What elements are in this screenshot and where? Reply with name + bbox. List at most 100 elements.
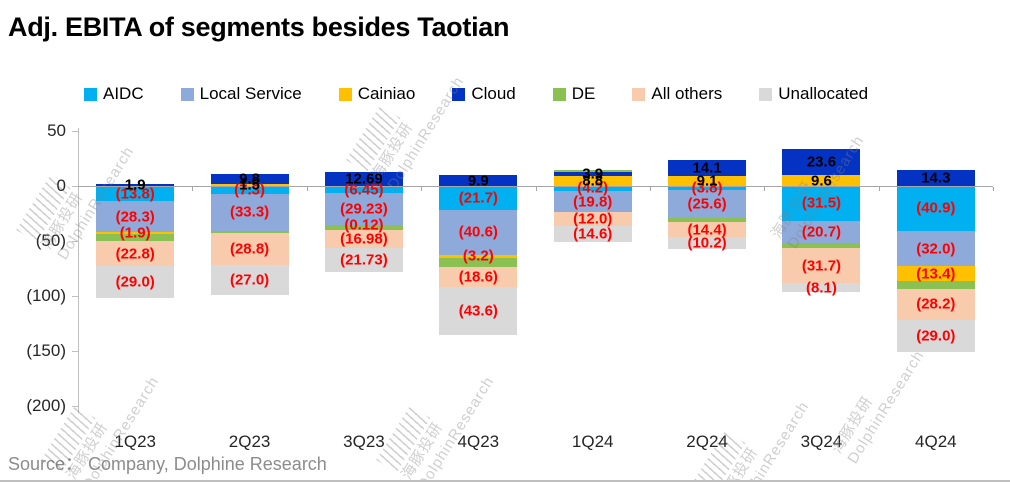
bar-segment — [96, 183, 175, 186]
bar-segment — [439, 209, 518, 255]
category-tick — [421, 187, 423, 191]
data-label: 14.1 — [692, 159, 722, 177]
y-axis-tick — [72, 406, 78, 407]
data-label: (8.1) — [806, 279, 837, 297]
legend-item-all-others: All others — [632, 84, 722, 104]
y-axis-label: (50) — [35, 231, 66, 250]
bar-segment — [439, 287, 518, 336]
bar-segment — [553, 225, 632, 242]
data-label: (40.6) — [458, 223, 498, 241]
data-label: (33.3) — [229, 203, 270, 221]
data-label: (13.8) — [115, 185, 155, 203]
data-label: (29.0) — [115, 273, 155, 291]
bar-segment — [96, 241, 175, 267]
legend-item-cloud: Cloud — [452, 84, 516, 104]
bar-segment — [96, 232, 175, 235]
legend-color-swatch — [84, 87, 97, 101]
data-label: (31.7) — [801, 257, 842, 275]
bar-segment — [553, 170, 632, 173]
source-note: Source： Company, Dolphine Research — [8, 454, 327, 474]
x-axis-label: 2Q23 — [228, 432, 271, 451]
bar-segment — [553, 176, 632, 186]
data-label: 9.6 — [811, 172, 832, 190]
legend-label: Cloud — [471, 84, 516, 103]
legend-color-swatch — [759, 87, 773, 101]
bar-segment — [210, 184, 289, 186]
data-label: (43.6) — [458, 302, 498, 320]
y-axis-label: (100) — [26, 286, 66, 305]
data-label: (10.2) — [687, 234, 727, 252]
bar-segment — [668, 186, 747, 191]
x-axis-label: 1Q24 — [571, 432, 614, 451]
data-label: 23.6 — [806, 153, 837, 171]
legend-item-de: DE — [552, 84, 595, 104]
bar-segment — [668, 237, 747, 249]
category-tick — [878, 187, 880, 191]
y-axis-label: (200) — [26, 396, 66, 415]
x-axis-label: 3Q23 — [343, 432, 385, 451]
bar-segment — [210, 173, 289, 185]
data-label: (19.8) — [573, 193, 613, 210]
data-label: 1.9 — [124, 176, 146, 194]
legend-label: Cainiao — [357, 84, 416, 103]
data-label: (7.3) — [234, 181, 265, 199]
bar-segment — [439, 258, 518, 267]
legend-color-swatch — [552, 87, 566, 101]
bar-segment — [324, 172, 403, 186]
category-tick — [192, 187, 194, 191]
bar-segment — [439, 175, 518, 186]
watermark: 海豚投研 DolphinResearch — [828, 337, 929, 467]
bar-segment — [782, 149, 861, 176]
legend-color-swatch — [338, 87, 352, 101]
bar-segment — [96, 186, 175, 202]
data-label: (21.7) — [458, 189, 498, 207]
data-label: (14.4) — [687, 221, 727, 239]
legend-item-cainiao: Cainiao — [338, 84, 416, 104]
x-axis-label: 4Q24 — [915, 432, 957, 451]
legend-color-swatch — [632, 87, 646, 101]
data-label: (3.2) — [462, 247, 494, 265]
data-label: 12.69 — [345, 170, 383, 188]
data-label: (20.7) — [801, 223, 842, 241]
bar-segment — [324, 225, 403, 230]
data-label: (28.3) — [115, 208, 155, 226]
bar-segment — [439, 186, 518, 210]
data-label: (32.0) — [916, 240, 956, 258]
bar-segment — [210, 233, 289, 266]
data-label: 9.1 — [696, 172, 718, 190]
data-label: (27.0) — [229, 271, 270, 289]
bar-segment — [782, 283, 861, 293]
data-label: (28.2) — [916, 295, 956, 313]
bar-segment — [210, 230, 289, 234]
category-tick — [649, 187, 651, 191]
legend-label: AIDC — [103, 84, 144, 103]
bar-segment — [324, 248, 403, 273]
bar-segment — [553, 186, 632, 191]
y-axis-tick — [72, 296, 78, 297]
bar-segment — [782, 248, 861, 284]
data-label: 8.8 — [582, 172, 604, 190]
data-label: (21.73) — [340, 251, 388, 269]
bar-segment — [96, 266, 175, 298]
legend-item-unallocated: Unallocated — [759, 84, 868, 104]
legend-label: Unallocated — [778, 84, 869, 103]
bar-segment — [668, 160, 747, 176]
data-label: 9.8 — [239, 170, 260, 188]
bar-segment — [896, 280, 975, 289]
x-axis-label: 2Q24 — [686, 432, 728, 451]
bar-segment — [668, 221, 747, 238]
data-label: (12.0) — [573, 210, 613, 228]
data-label: (16.98) — [340, 230, 388, 248]
chart-legend: AIDC Local Service Cainiao Cloud DE All other… — [84, 84, 868, 104]
bar-segment — [210, 194, 289, 231]
bar-segment — [668, 175, 747, 186]
bar-segment — [439, 254, 518, 259]
legend-item-aidc: AIDC — [84, 84, 144, 104]
bar-segment — [96, 234, 175, 241]
bar-segment — [782, 186, 861, 221]
y-axis-line — [78, 128, 79, 413]
watermark-text-cn: 海豚投研 — [398, 419, 447, 482]
data-label: (14.6) — [573, 225, 613, 243]
bar-segment — [896, 230, 975, 267]
bar-segment — [439, 266, 518, 288]
